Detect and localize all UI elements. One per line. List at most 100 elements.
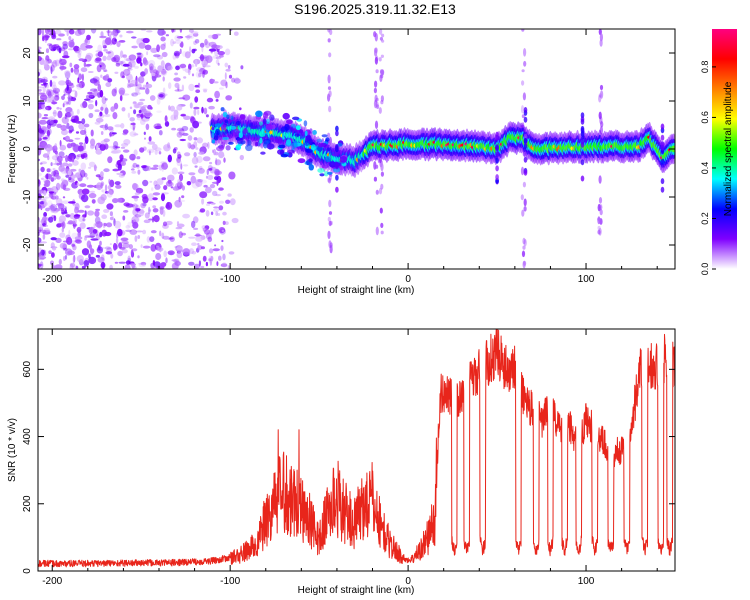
noise-speckle bbox=[52, 246, 57, 251]
noise-speckle bbox=[219, 87, 224, 90]
noise-speckle bbox=[39, 241, 48, 244]
noise-speckle bbox=[205, 114, 209, 118]
noise-speckle bbox=[146, 236, 151, 243]
signal-blob bbox=[238, 132, 243, 139]
signal-blob bbox=[326, 147, 331, 152]
noise-speckle bbox=[140, 202, 146, 209]
noise-speckle bbox=[205, 261, 208, 267]
noise-speckle bbox=[139, 98, 146, 102]
noise-speckle bbox=[133, 133, 139, 136]
spectrogram-x-axis: -200 -100 0 100 bbox=[42, 29, 658, 285]
noise-speckle bbox=[193, 106, 200, 110]
noise-speckle bbox=[106, 222, 113, 228]
noise-speckle bbox=[104, 231, 112, 237]
signal-blob bbox=[289, 126, 294, 132]
noise-speckle bbox=[38, 198, 42, 201]
noise-speckle bbox=[221, 239, 224, 243]
noise-speckle bbox=[188, 248, 195, 255]
noise-speckle bbox=[201, 106, 204, 114]
streak-speckle bbox=[327, 74, 331, 84]
streak-speckle bbox=[523, 60, 527, 67]
noise-speckle bbox=[38, 183, 41, 191]
noise-speckle bbox=[203, 89, 208, 93]
noise-speckle bbox=[42, 231, 51, 235]
noise-speckle bbox=[103, 69, 108, 72]
noise-speckle bbox=[181, 185, 185, 191]
signal-blob bbox=[308, 158, 313, 163]
noise-speckle bbox=[132, 203, 138, 209]
noise-speckle bbox=[222, 220, 226, 225]
noise-speckle bbox=[131, 92, 139, 97]
noise-speckle bbox=[204, 38, 208, 46]
noise-speckle bbox=[59, 144, 67, 151]
colorbar-tick-label: 0.8 bbox=[700, 61, 710, 74]
colorbar-tick-label: 0.2 bbox=[700, 212, 710, 225]
spike-mark bbox=[523, 137, 528, 144]
noise-speckle bbox=[176, 127, 185, 132]
noise-speckle bbox=[49, 177, 57, 181]
noise-speckle bbox=[142, 203, 147, 207]
noise-speckle bbox=[212, 55, 220, 59]
noise-speckle bbox=[119, 89, 125, 97]
noise-speckle bbox=[193, 137, 198, 141]
streak-speckle bbox=[522, 245, 526, 250]
noise-speckle bbox=[51, 101, 58, 105]
spike-mark bbox=[495, 165, 499, 172]
noise-speckle bbox=[149, 95, 156, 101]
noise-speckle bbox=[43, 114, 49, 117]
signal-blob bbox=[260, 151, 266, 155]
noise-speckle bbox=[64, 71, 71, 79]
noise-speckle bbox=[52, 167, 56, 171]
noise-speckle bbox=[176, 151, 181, 158]
streak-speckle bbox=[599, 84, 604, 91]
streak-speckle bbox=[374, 47, 378, 53]
noise-speckle bbox=[73, 214, 80, 219]
noise-speckle bbox=[131, 195, 140, 199]
signal-blob bbox=[269, 114, 275, 121]
noise-speckle bbox=[131, 220, 134, 224]
noise-speckle bbox=[139, 208, 145, 217]
noise-speckle bbox=[58, 165, 65, 172]
noise-speckle bbox=[197, 109, 200, 116]
noise-speckle bbox=[44, 96, 47, 102]
streak-speckle bbox=[373, 161, 377, 170]
noise-speckle bbox=[178, 128, 185, 136]
streak-speckle bbox=[520, 194, 524, 201]
noise-speckle bbox=[81, 248, 90, 256]
spike-mark bbox=[523, 133, 528, 140]
noise-speckle bbox=[176, 159, 182, 167]
noise-speckle bbox=[199, 54, 205, 62]
signal-blob bbox=[266, 143, 275, 150]
noise-speckle bbox=[135, 187, 144, 194]
signal-blob bbox=[235, 144, 241, 151]
streak-speckle bbox=[375, 101, 379, 108]
noise-speckle bbox=[87, 210, 95, 216]
noise-speckle bbox=[157, 65, 163, 72]
noise-speckle bbox=[38, 263, 41, 269]
noise-speckle bbox=[186, 181, 192, 186]
noise-speckle bbox=[42, 233, 46, 240]
noise-speckle bbox=[51, 170, 57, 177]
streak-speckle bbox=[373, 87, 377, 94]
noise-speckle bbox=[122, 54, 127, 58]
noise-speckle bbox=[194, 165, 198, 168]
noise-speckle bbox=[134, 192, 140, 196]
noise-speckle bbox=[38, 92, 45, 95]
streak-speckle bbox=[379, 29, 383, 35]
noise-speckle bbox=[112, 56, 120, 63]
noise-speckle bbox=[53, 87, 60, 94]
noise-speckle bbox=[195, 147, 199, 150]
noise-speckle bbox=[84, 123, 90, 128]
noise-speckle bbox=[154, 184, 161, 190]
noise-speckle bbox=[46, 89, 55, 97]
noise-speckle bbox=[58, 215, 66, 223]
signal-blob bbox=[297, 158, 306, 164]
noise-speckle bbox=[188, 63, 192, 71]
noise-speckle bbox=[165, 204, 170, 209]
noise-speckle bbox=[43, 34, 50, 41]
signal-blob bbox=[215, 128, 221, 136]
noise-speckle bbox=[68, 48, 74, 51]
noise-speckle bbox=[156, 245, 160, 248]
noise-speckle bbox=[56, 38, 62, 41]
streak-speckle bbox=[598, 175, 602, 184]
